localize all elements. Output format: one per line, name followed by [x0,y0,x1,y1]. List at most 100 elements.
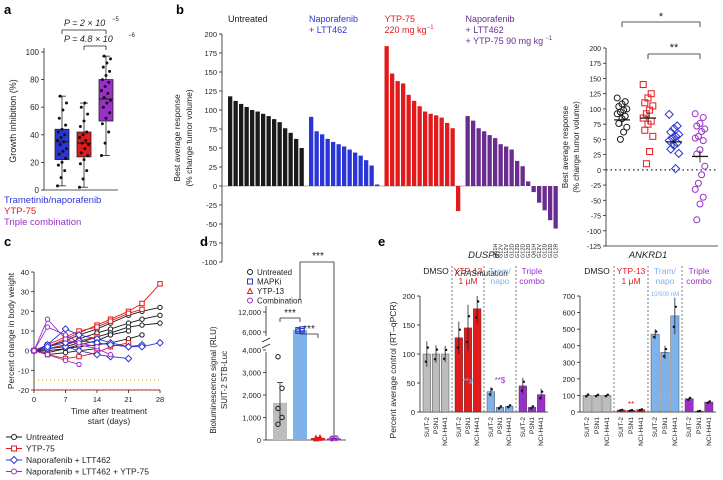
scatter-point [670,163,681,174]
panel-label-c: c [4,234,11,249]
bar [277,122,282,186]
data-point [56,130,60,134]
group-title-sup: −1 [427,25,435,31]
series-point [76,361,82,368]
data-point [279,385,285,391]
data-point [442,357,446,361]
data-point [538,396,542,400]
y-tick-label: 150 [589,76,601,83]
legend-label: Untreated [257,268,292,277]
data-point [103,141,107,145]
data-point [522,380,526,384]
data-point [275,421,281,427]
scatter-point [693,216,701,224]
scatter-point [649,132,657,140]
data-point [279,414,285,421]
bar [309,116,314,186]
data-point [424,360,428,363]
kras-label: Q61H [493,244,499,258]
series-point [139,316,145,322]
data-point [100,89,103,93]
data-point [82,158,86,162]
y-tick-label: 0 [35,186,40,195]
scatter-point [696,200,704,208]
y-tick-label: 175 [204,49,217,58]
sig-star: *** [312,251,324,262]
series-point [31,347,37,354]
bar [250,110,255,186]
data-point [63,133,67,137]
bar [336,144,341,186]
dose-note: 10/500 nM [651,292,679,298]
y-tick-label: 200 [204,30,217,39]
bar [266,116,271,186]
data-point [275,405,281,412]
cell-line-label: SUIT-2 [618,417,625,438]
series-point [124,354,133,363]
data-point [104,116,108,120]
data-point [696,410,700,413]
bar [487,135,492,186]
series-point [75,346,83,355]
panel-b-scatter: -125 -100 -75 -50 -25 0 25 50 75 100 125 150 175 200 B… [561,11,718,251]
series-point [76,353,82,360]
legend-label: YTP-13 [257,287,285,296]
bar [465,116,470,186]
bar [473,308,482,413]
series-point [44,316,51,322]
group-title: DMSO [423,266,449,276]
data-point [275,354,281,360]
series-point [44,324,51,330]
legend-label: Untreated [26,432,64,442]
bar [520,166,525,186]
y-tick-label: -50 [591,198,601,205]
panel-label-e: e [378,234,385,249]
data-point [540,390,544,393]
group-title-sup: −1 [545,36,553,42]
cell-line-label: SUIT-2 [686,417,693,438]
scatter-point [664,135,674,146]
scatter-point [615,120,623,128]
cell-line-label: PSN1 [465,417,472,434]
cell-line-label: NCI-H441 [638,417,645,446]
scatter-point [698,127,706,135]
scatter-point [693,122,701,130]
bar [272,119,277,186]
bar [428,113,433,186]
series-point [106,340,115,349]
bar [471,120,476,186]
data-point [104,73,108,77]
y-tick-label: 0 [571,408,575,417]
y-tick-label: 75 [593,122,601,129]
y-tick-label: 3,000 [242,369,261,378]
data-point [426,346,430,349]
bar [314,131,319,186]
series-point [139,332,145,338]
data-point [672,325,676,329]
p-value-1-exp: −5 [112,17,120,23]
data-point [456,346,460,349]
bar [476,128,481,186]
data-point [706,401,710,405]
data-point [662,355,666,358]
y-tick-label: 125 [204,87,217,96]
bar [602,395,612,413]
bar [537,186,542,203]
series-point [61,338,70,347]
kras-label: Q61H [532,244,538,258]
y-tick-label: 150 [402,321,415,330]
y-tick-label: 50 [209,144,217,153]
sig-mark: *** [660,397,669,406]
scatter-point [664,109,674,120]
group-title: combo [686,276,712,286]
legend-marker [11,445,17,452]
bar [450,128,455,186]
bar [364,160,369,186]
series-point [139,322,145,328]
cell-line-label: NCI-H441 [538,417,545,446]
data-point [100,122,104,126]
data-point [316,433,324,440]
scatter-point [641,126,649,134]
y-tick-label: 0 [411,408,415,417]
series-point [124,342,133,351]
